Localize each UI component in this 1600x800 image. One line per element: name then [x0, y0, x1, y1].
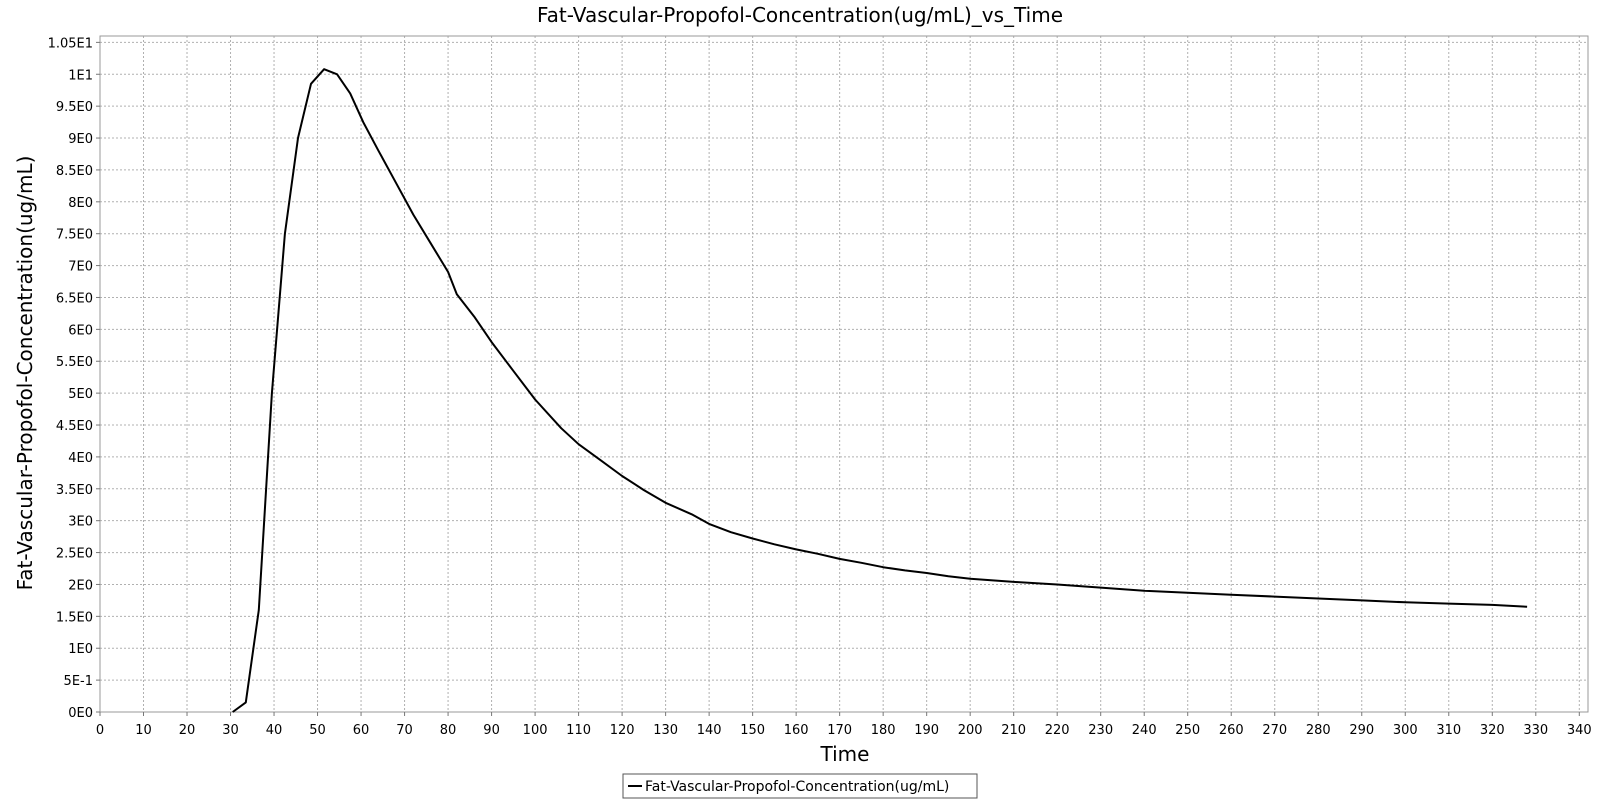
x-tick-label: 230 — [1088, 723, 1113, 738]
x-axis: 0 10 20 30 40 50 60 70 80 90 100 110 120 130 140 150 160… — [96, 712, 1592, 738]
x-axis-title: Time — [820, 742, 870, 766]
y-tick-label: 6E0 — [68, 323, 93, 338]
x-tick-label: 300 — [1393, 723, 1418, 738]
y-tick-label: 6.5E0 — [56, 291, 93, 306]
y-tick-label: 4E0 — [68, 451, 93, 466]
x-tick-label: 70 — [396, 723, 413, 738]
y-tick-label: 7.5E0 — [56, 228, 93, 243]
x-tick-label: 0 — [96, 723, 104, 738]
y-axis: 0E0 5E-1 1E0 1.5E0 2E0 2.5E0 3E0 3.5E0 4E0 4.5E0 5… — [48, 36, 100, 721]
x-tick-label: 270 — [1262, 723, 1287, 738]
y-tick-label: 3.5E0 — [56, 483, 93, 498]
x-tick-label: 200 — [958, 723, 983, 738]
y-tick-label: 5E0 — [68, 387, 93, 402]
x-tick-label: 150 — [740, 723, 765, 738]
y-tick-label: 3E0 — [68, 515, 93, 530]
x-tick-label: 60 — [353, 723, 370, 738]
y-tick-label: 1.05E1 — [48, 36, 93, 51]
plot-area — [99, 35, 1589, 713]
x-tick-label: 220 — [1045, 723, 1070, 738]
x-tick-label: 130 — [653, 723, 678, 738]
x-tick-label: 240 — [1132, 723, 1157, 738]
y-tick-label: 9.5E0 — [56, 100, 93, 115]
x-tick-label: 40 — [266, 723, 283, 738]
x-tick-label: 280 — [1306, 723, 1331, 738]
y-tick-label: 1E0 — [68, 642, 93, 657]
legend: Fat-Vascular-Propofol-Concentration(ug/m… — [622, 773, 978, 799]
x-tick-label: 120 — [610, 723, 635, 738]
x-tick-label: 50 — [309, 723, 326, 738]
chart-title: Fat-Vascular-Propofol-Concentration(ug/m… — [537, 3, 1063, 27]
x-tick-label: 30 — [222, 723, 239, 738]
y-tick-label: 1.5E0 — [56, 610, 93, 625]
x-tick-label: 250 — [1175, 723, 1200, 738]
x-tick-label: 180 — [871, 723, 896, 738]
series-line — [232, 68, 1528, 713]
x-tick-label: 10 — [135, 723, 152, 738]
x-tick-label: 140 — [697, 723, 722, 738]
y-tick-label: 4.5E0 — [56, 419, 93, 434]
x-tick-label: 330 — [1523, 723, 1548, 738]
y-tick-label: 2E0 — [68, 578, 93, 593]
legend-box — [622, 773, 978, 799]
y-axis-title: Fat-Vascular-Propofol-Concentration(ug/m… — [13, 156, 37, 591]
x-tick-label: 210 — [1001, 723, 1026, 738]
y-tick-label: 5.5E0 — [56, 355, 93, 370]
x-tick-label: 20 — [179, 723, 196, 738]
y-tick-label: 1E1 — [68, 68, 93, 83]
y-tick-label: 0E0 — [68, 706, 93, 721]
x-tick-label: 310 — [1436, 723, 1461, 738]
x-tick-label: 170 — [827, 723, 852, 738]
grid-lines — [99, 36, 1588, 713]
x-tick-label: 320 — [1480, 723, 1505, 738]
y-tick-label: 9E0 — [68, 132, 93, 147]
x-tick-label: 110 — [566, 723, 591, 738]
x-tick-label: 190 — [914, 723, 939, 738]
x-tick-label: 90 — [483, 723, 500, 738]
legend-label: Fat-Vascular-Propofol-Concentration(ug/m… — [645, 779, 949, 795]
y-tick-label: 5E-1 — [64, 674, 93, 689]
y-tick-label: 8.5E0 — [56, 164, 93, 179]
series-layer — [232, 68, 1528, 713]
x-tick-label: 100 — [523, 723, 548, 738]
x-tick-label: 290 — [1349, 723, 1374, 738]
y-tick-label: 2.5E0 — [56, 547, 93, 562]
y-tick-label: 8E0 — [68, 196, 93, 211]
x-tick-label: 260 — [1219, 723, 1244, 738]
x-tick-label: 160 — [784, 723, 809, 738]
x-tick-label: 340 — [1567, 723, 1592, 738]
y-tick-label: 7E0 — [68, 260, 93, 275]
x-tick-label: 80 — [440, 723, 457, 738]
